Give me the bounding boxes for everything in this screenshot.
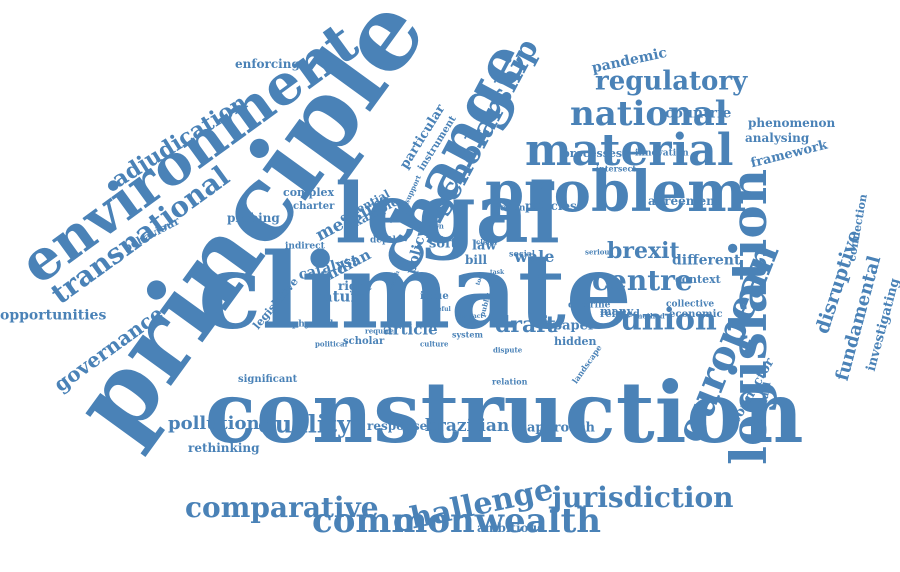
word-analysing: analysing <box>745 131 810 146</box>
word-scholar: scholar <box>343 335 385 347</box>
word-paper: paper <box>553 318 595 334</box>
word-union: union <box>620 302 717 338</box>
word-centre: centre <box>592 264 693 298</box>
word-enforcing: enforcing <box>235 57 300 72</box>
word-bill: bill <box>465 253 488 268</box>
word-charter: charter <box>293 200 335 212</box>
word-context: context <box>675 272 721 286</box>
word-action: action <box>494 203 526 214</box>
word-comparative: comparative <box>185 491 379 525</box>
word-construction: construction <box>205 363 804 463</box>
word-related: related <box>600 308 640 320</box>
word-material: material <box>525 124 734 176</box>
word-nature: nature <box>312 287 368 306</box>
word-response: response <box>367 419 428 434</box>
word-national: national <box>570 94 728 135</box>
word-method: method <box>635 311 665 321</box>
word-article: article <box>383 320 438 339</box>
word-doctrine: doctrine <box>568 300 611 311</box>
word-system: system <box>452 329 483 340</box>
word-depth: depth <box>370 235 400 246</box>
word-ambitious: ambitious <box>477 521 545 536</box>
word-relation: relation <box>492 376 528 387</box>
word-phenomenon: phenomenon <box>748 116 836 131</box>
word-probing: probing <box>227 211 280 226</box>
word-political: political <box>315 339 348 349</box>
word-issue: issue <box>420 290 449 302</box>
word-task: task <box>490 269 505 277</box>
word-social: social <box>509 248 535 259</box>
word-innovation: innovation <box>635 148 689 159</box>
word-many: many <box>600 304 634 318</box>
word-serious: serious <box>585 247 614 257</box>
word-different: different <box>672 252 741 269</box>
word-agreement: agreement <box>648 194 721 209</box>
word-physical: physical <box>292 319 334 330</box>
word-pollution: pollution <box>168 413 260 435</box>
word-climate: climate <box>198 229 632 353</box>
word-indirect: indirect <box>285 241 325 252</box>
word-complex: complex <box>283 185 335 199</box>
word-problem: problem <box>485 159 747 226</box>
word-opportunities: opportunities <box>0 307 107 324</box>
word-regulatory: regulatory <box>595 66 748 97</box>
word-lawyer: lawyer <box>441 236 463 244</box>
word-intersect: intersect <box>596 163 637 174</box>
word-soft: soft <box>429 236 457 252</box>
word-commonwealth: commonwealth <box>312 501 601 542</box>
word-dispute: dispute <box>493 345 523 355</box>
word-hidden: hidden <box>554 334 597 348</box>
word-countrie: countrie <box>665 105 732 122</box>
word-actor: actor <box>538 273 556 281</box>
word-legal: legal <box>335 165 560 262</box>
word-right: right <box>338 279 372 294</box>
word-wale: wale <box>514 246 555 266</box>
word-collective: collective <box>666 299 715 310</box>
word-significant: significant <box>238 373 298 385</box>
word-rethinking: rethinking <box>188 441 260 456</box>
word-brazilian: brazilian <box>425 416 510 437</box>
word-require: require <box>365 326 394 336</box>
word-quality: quality <box>258 409 352 439</box>
word-approach: approach <box>527 420 595 436</box>
word-processes: processes <box>562 146 623 160</box>
word-brexit: brexit <box>607 237 680 264</box>
word-culture: culture <box>420 339 449 349</box>
word-impact: impact <box>460 313 484 321</box>
word-govern: govern <box>417 221 444 231</box>
word-useful: useful <box>430 306 451 314</box>
word-draft: draft <box>495 311 556 338</box>
word-law: law <box>472 238 497 254</box>
word-clean: clean <box>476 237 497 247</box>
word-jurisdiction: jurisdiction <box>552 481 734 515</box>
word-policies: policies <box>525 199 577 214</box>
word-economic: economic <box>669 308 723 320</box>
